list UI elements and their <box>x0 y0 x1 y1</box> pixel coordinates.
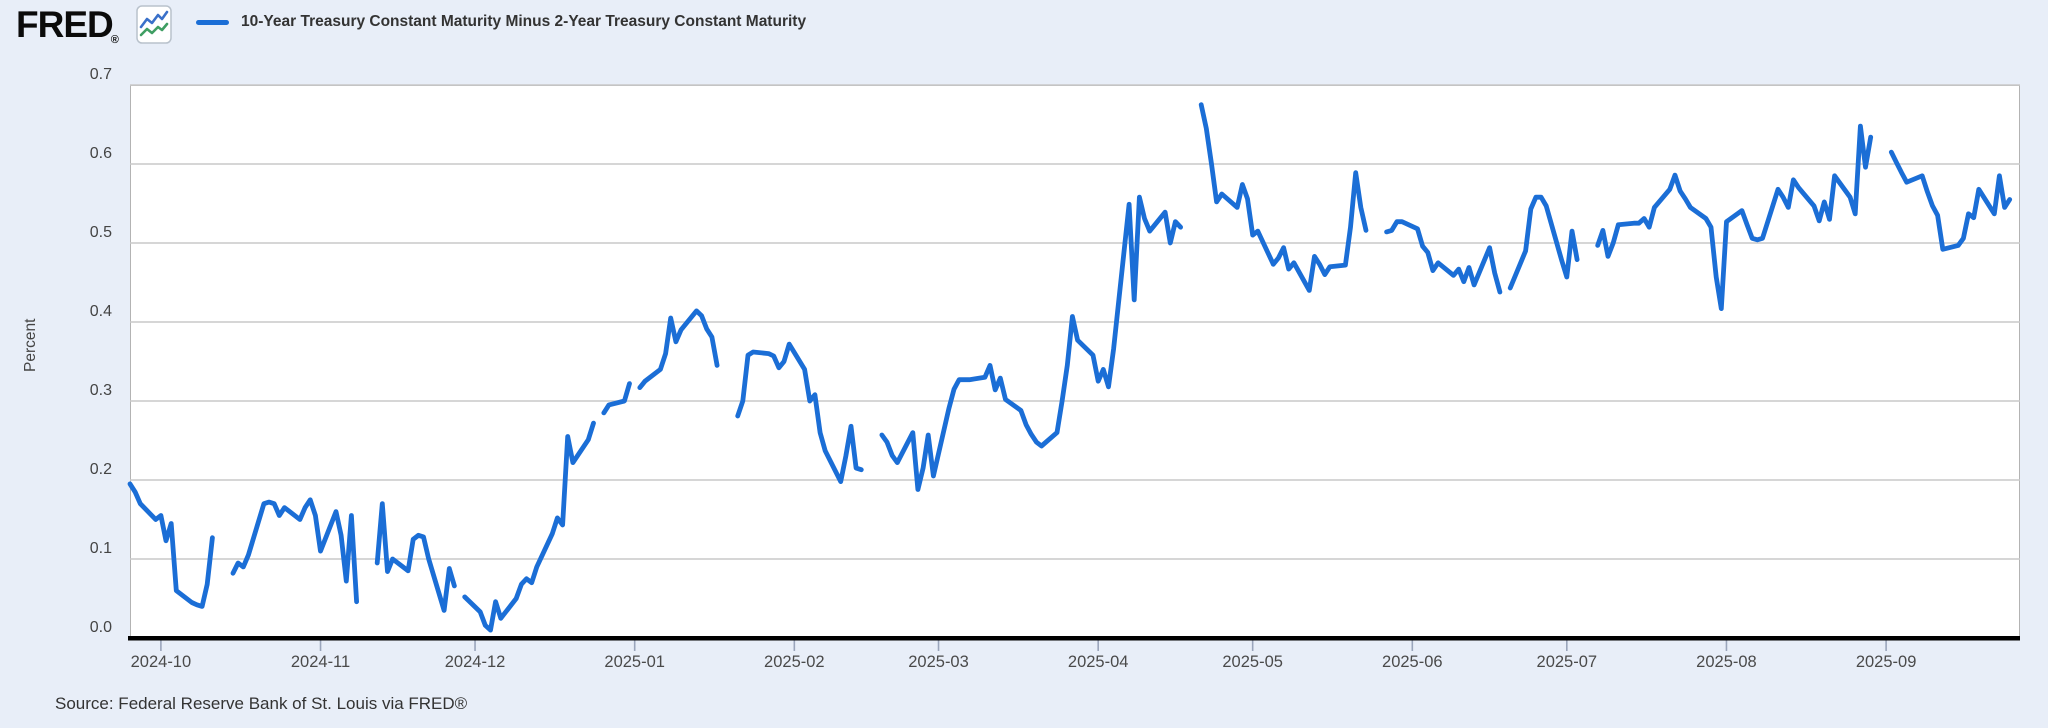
series-line-segment[interactable] <box>1507 194 1580 291</box>
series-line-segment[interactable] <box>1595 123 1874 311</box>
plot-area[interactable] <box>130 85 2020 638</box>
x-axis-line <box>128 636 2020 641</box>
x-tick-label: 2025-06 <box>1382 653 1443 671</box>
series-line-segment[interactable] <box>127 481 215 609</box>
x-tick-label: 2025-08 <box>1696 653 1757 671</box>
y-axis-title: Percent <box>22 318 39 372</box>
x-tick-label: 2024-11 <box>290 653 351 671</box>
x-tick-label: 2025-04 <box>1067 653 1129 671</box>
series-line-segment[interactable] <box>462 420 596 633</box>
series-line-segment[interactable] <box>1384 219 1503 295</box>
x-tick-label: 2025-09 <box>1855 653 1917 671</box>
x-tick-label: 2025-05 <box>1222 653 1283 671</box>
x-tick-label: 2024-12 <box>444 653 506 671</box>
y-tick-label: 0.3 <box>89 382 112 399</box>
y-tick-label: 0.5 <box>89 224 112 241</box>
y-tick-label: 0.0 <box>89 619 112 636</box>
y-tick-label: 0.7 <box>89 66 112 83</box>
series-line-segment[interactable] <box>374 501 457 613</box>
x-tick-label: 2024-10 <box>130 653 192 671</box>
x-tick-label: 2025-01 <box>604 653 665 671</box>
fred-logo[interactable]: FRED® <box>16 4 119 46</box>
registered-mark-icon: ® <box>110 34 119 46</box>
series-line-segment[interactable] <box>1198 102 1369 293</box>
source-note[interactable]: Source: Federal Reserve Bank of St. Loui… <box>55 694 468 713</box>
header: FRED® 10-Year Treasury Constant Maturity… <box>0 0 2048 52</box>
series-line-segment[interactable] <box>735 341 864 484</box>
series-legend-label[interactable]: 10-Year Treasury Constant Maturity Minus… <box>241 13 807 30</box>
series-line-segment[interactable] <box>1888 149 2013 252</box>
x-tick-label: 2025-07 <box>1536 653 1598 671</box>
y-tick-label: 0.6 <box>89 145 112 162</box>
series-legend-swatch <box>196 19 229 25</box>
x-tick-label: 2025-03 <box>908 653 969 671</box>
y-tick-label: 0.2 <box>89 461 112 478</box>
fred-line-chart-icon <box>136 5 172 44</box>
series-line-segment[interactable] <box>879 194 1183 492</box>
series-line-segment[interactable] <box>601 381 632 416</box>
legend: 10-Year Treasury Constant Maturity Minus… <box>196 13 806 31</box>
y-tick-label: 0.4 <box>89 303 112 320</box>
y-tick-label: 0.1 <box>89 540 112 557</box>
series-line-segment[interactable] <box>637 308 720 390</box>
series-line-segment[interactable] <box>230 497 359 605</box>
x-tick-label: 2025-02 <box>764 653 825 671</box>
